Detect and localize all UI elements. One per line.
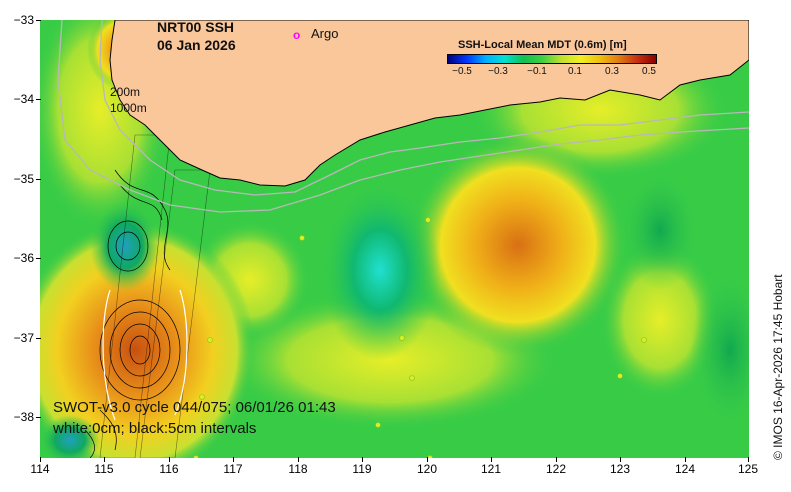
cold-eddy-centre [320,180,440,360]
x-tickmark [685,457,686,462]
x-tick-label: 125 [737,462,759,476]
isobath-200-label: 200m [110,85,141,99]
x-tick-label: 124 [674,462,696,476]
cold-eddy-southwest [40,415,100,458]
isobath-1000m [57,20,749,213]
x-tickmark [169,457,170,462]
x-tick-label: 117 [223,462,243,476]
x-tick-label: 114 [30,462,50,476]
contour-interval-annotation: white:0cm; black:5cm intervals [53,420,257,437]
colorbar-tick: 0.1 [568,66,582,77]
y-tick-label: −35 [13,172,34,186]
x-tickmark [491,457,492,462]
argo-floats [193,217,647,458]
y-tickmark [36,417,41,418]
y-tickmark [36,258,41,259]
y-tick-label: −33 [13,13,34,27]
argo-marker-icon: o [293,28,301,42]
y-tickmark [36,20,41,21]
x-tick-label: 120 [416,462,438,476]
colorbar-tick: −0.3 [488,66,508,77]
ssh-anomaly-patch [690,270,749,430]
y-tickmark [36,179,41,180]
swot-zero-contours [102,289,188,421]
ssh-anomaly-patch [600,240,720,400]
y-tickmark [36,99,41,100]
isobath-200m [99,20,749,196]
y-tick-label: −36 [13,251,34,265]
x-tickmark [104,457,105,462]
y-tick-label: −34 [13,92,34,106]
map-title: NRT00 SSH [157,19,235,35]
x-tick-label: 119 [352,462,372,476]
swot-annotation: SWOT-v3.0 cycle 044/075; 06/01/26 01:43 [53,399,336,416]
map-date: 06 Jan 2026 [157,37,236,53]
imos-credit: © IMOS 16-Apr-2026 17:45 Hobart [771,274,785,460]
x-tickmark [748,457,749,462]
swot-contours [84,169,181,458]
cold-eddy-west [90,201,160,291]
ssh-map [40,20,749,458]
x-tick-label: 116 [159,462,179,476]
y-tickmark [36,338,41,339]
colorbar-tick: 0.5 [642,66,656,77]
ssh-anomaly-patch [620,170,700,290]
warm-eddy-east [408,135,628,355]
x-tickmark [362,457,363,462]
colorbar [447,54,657,64]
x-tickmark [298,457,299,462]
x-tickmark [556,457,557,462]
x-tickmark [233,457,234,462]
y-tick-label: −37 [13,331,34,345]
x-tickmark [427,457,428,462]
ssh-field-svg [40,20,749,458]
x-tick-label: 123 [609,462,631,476]
colorbar-tick: 0.3 [605,66,619,77]
swot-swath-east [139,169,211,458]
colorbar-tick: −0.5 [452,66,472,77]
x-tick-label: 122 [545,462,567,476]
x-tick-label: 115 [94,462,114,476]
x-tickmark [620,457,621,462]
colorbar-title: SSH-Local Mean MDT (0.6m) [m] [458,39,627,51]
y-tick-label: −38 [13,410,34,424]
isobath-1000-label: 1000m [110,101,147,115]
x-tick-label: 121 [480,462,502,476]
argo-legend-label: Argo [311,26,339,41]
x-tick-label: 118 [288,462,308,476]
x-tickmark [40,457,41,462]
colorbar-tick: −0.1 [527,66,547,77]
